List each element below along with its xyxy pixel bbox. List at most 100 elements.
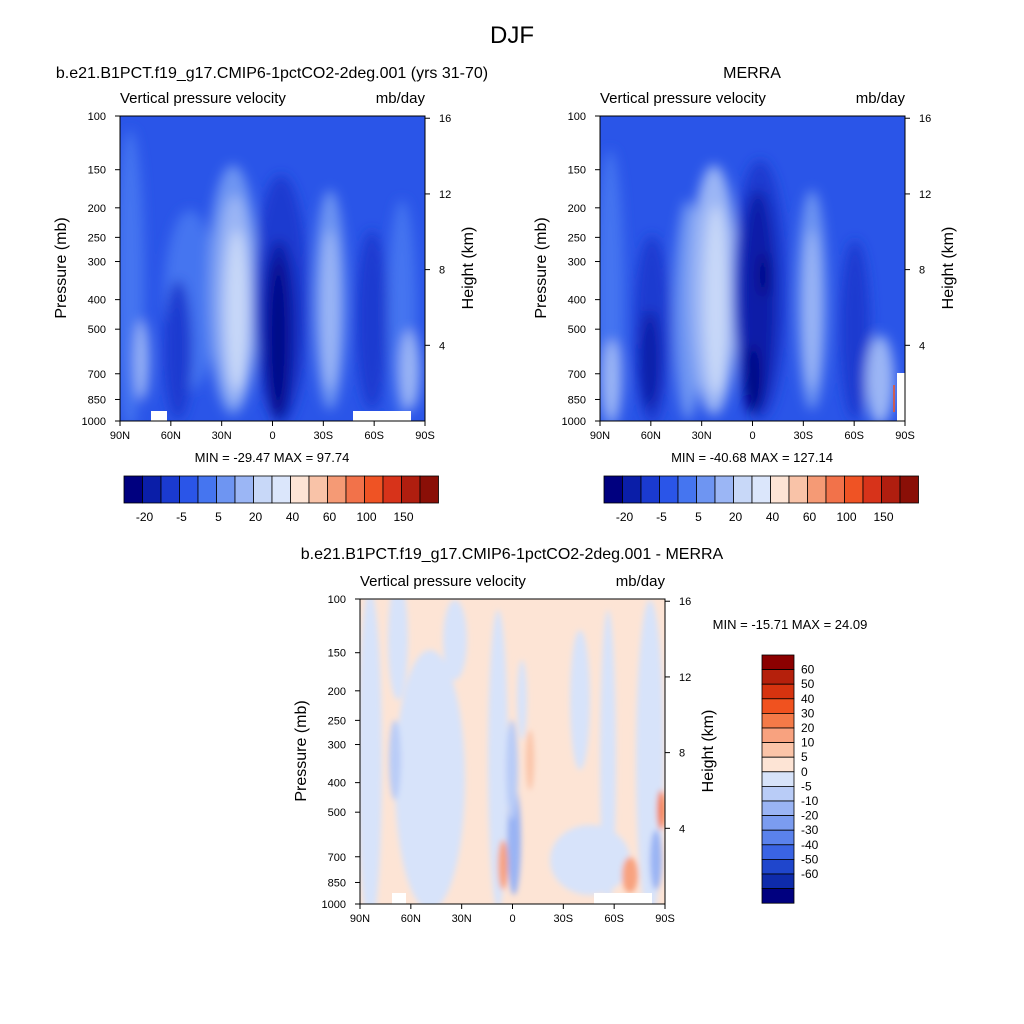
colorbar-swatch xyxy=(761,786,795,802)
y-tick-label: 700 xyxy=(88,369,106,381)
x-tick-label: 0 xyxy=(509,913,515,925)
panel-diff-field xyxy=(360,599,665,904)
height-tick-label: 8 xyxy=(439,265,445,277)
colorbar-label: -20 xyxy=(801,809,819,823)
y-tick-label: 150 xyxy=(328,648,346,660)
colorbar-label: 60 xyxy=(801,663,815,677)
panel-diff-ylabel-right: Height (km) xyxy=(700,710,717,793)
colorbar-swatch xyxy=(761,829,795,846)
y-tick-label: 300 xyxy=(568,257,586,269)
x-tick-label: 90N xyxy=(590,430,610,442)
height-tick-label: 8 xyxy=(919,265,925,277)
x-tick-label: 60S xyxy=(604,913,624,925)
x-tick-label: 60S xyxy=(364,430,384,442)
colorbar-swatch xyxy=(253,475,273,504)
colorbar-swatch xyxy=(401,475,421,504)
colorbar-label: 5 xyxy=(695,510,702,524)
colorbar-swatch xyxy=(234,475,254,504)
colorbar-label: 20 xyxy=(249,510,263,524)
y-tick-label: 300 xyxy=(328,740,346,752)
panel-obs-title: MERRA xyxy=(723,65,781,82)
y-tick-label: 1000 xyxy=(82,416,106,428)
colorbar-swatch xyxy=(761,698,795,714)
y-tick-label: 1000 xyxy=(322,899,346,911)
x-tick-label: 30N xyxy=(692,430,712,442)
panel-obs-ylabel-right: Height (km) xyxy=(940,227,957,310)
y-tick-label: 100 xyxy=(328,594,346,606)
colorbar-swatch xyxy=(862,475,882,504)
y-tick-label: 700 xyxy=(568,369,586,381)
panel-diff-minmax: MIN = -15.71 MAX = 24.09 xyxy=(713,617,868,632)
y-tick-label: 850 xyxy=(328,877,346,889)
panel-obs-ylabel: Pressure (mb) xyxy=(533,217,550,318)
colorbar-swatch xyxy=(761,654,795,671)
colorbar-swatch xyxy=(844,475,864,504)
colorbar-swatch xyxy=(761,844,795,860)
colorbar-swatch xyxy=(419,475,439,504)
colorbar-label: 20 xyxy=(729,510,743,524)
panel-obs-field xyxy=(600,116,905,421)
colorbar-label: -5 xyxy=(801,779,812,793)
colorbar-label: -60 xyxy=(801,867,819,881)
colorbar-label: 30 xyxy=(801,706,815,720)
colorbar-swatch xyxy=(761,800,795,817)
panel-model-axes: 90N 60N 30N 0 30S 60S 90S 100 150 200 250 300 400 500… xyxy=(82,111,452,442)
colorbar-swatch xyxy=(788,475,808,504)
colorbar-swatch xyxy=(733,475,753,504)
panel-obs-axes: 90N 60N 30N 0 30S 60S 90S 100 150 200 250 300 400 500… xyxy=(562,111,932,442)
colorbar-swatch xyxy=(696,475,716,504)
height-tick-label: 12 xyxy=(919,189,931,201)
panel-model-units: mb/day xyxy=(376,90,426,107)
colorbar-swatch xyxy=(761,713,795,729)
y-tick-label: 850 xyxy=(88,394,106,406)
colorbar-label: 40 xyxy=(801,692,815,706)
colorbar-swatch xyxy=(761,756,795,773)
panel-obs-units: mb/day xyxy=(856,90,906,107)
colorbar-swatch xyxy=(761,771,795,787)
panel-model-minmax: MIN = -29.47 MAX = 97.74 xyxy=(195,450,350,465)
colorbar-label: 50 xyxy=(801,677,815,691)
panel-diff-title: b.e21.B1PCT.f19_g17.CMIP6-1pctCO2-2deg.0… xyxy=(301,546,724,563)
panel-model-field xyxy=(120,116,425,421)
colorbar-label: 10 xyxy=(801,736,815,750)
y-tick-label: 1000 xyxy=(562,416,586,428)
colorbar-label: -50 xyxy=(801,852,819,866)
x-tick-label: 30S xyxy=(794,430,814,442)
colorbar-swatch xyxy=(761,727,795,744)
height-tick-label: 12 xyxy=(439,189,451,201)
colorbar-swatch xyxy=(770,475,790,504)
figure-title: DJF xyxy=(490,22,534,49)
panel-obs-colorbar: -20 -5 5 20 40 60 100 150 xyxy=(603,475,919,524)
panel-diff-axes: 90N 60N 30N 0 30S 60S 90S 100 150 200 250 300 400 500… xyxy=(322,594,692,925)
y-tick-label: 100 xyxy=(88,111,106,123)
colorbar-swatch xyxy=(761,683,795,700)
colorbar-swatch xyxy=(761,669,795,685)
colorbar-swatch xyxy=(123,475,143,504)
y-tick-label: 500 xyxy=(328,807,346,819)
colorbar-swatch xyxy=(761,815,795,831)
colorbar-swatch xyxy=(603,475,623,504)
x-tick-label: 30S xyxy=(314,430,334,442)
colorbar-swatch xyxy=(825,475,845,504)
x-tick-label: 0 xyxy=(749,430,755,442)
colorbar-swatch xyxy=(761,873,795,890)
colorbar-swatch xyxy=(142,475,162,504)
x-tick-label: 30N xyxy=(452,913,472,925)
colorbar-swatch xyxy=(751,475,771,504)
colorbar-label: 150 xyxy=(393,510,413,524)
height-tick-label: 4 xyxy=(439,340,445,352)
colorbar-swatch xyxy=(640,475,660,504)
colorbar-swatch xyxy=(807,475,827,504)
colorbar-label: 100 xyxy=(356,510,376,524)
colorbar-swatch xyxy=(761,859,795,875)
colorbar-label: 60 xyxy=(323,510,337,524)
colorbar-swatch xyxy=(622,475,642,504)
colorbar-swatch xyxy=(714,475,734,504)
x-tick-label: 60N xyxy=(161,430,181,442)
y-tick-label: 200 xyxy=(568,203,586,215)
colorbar-label: -20 xyxy=(616,510,634,524)
y-tick-label: 150 xyxy=(88,165,106,177)
y-tick-label: 500 xyxy=(88,324,106,336)
panel-model-ylabel-right: Height (km) xyxy=(460,227,477,310)
panel-difference: b.e21.B1PCT.f19_g17.CMIP6-1pctCO2-2deg.0… xyxy=(293,546,868,925)
